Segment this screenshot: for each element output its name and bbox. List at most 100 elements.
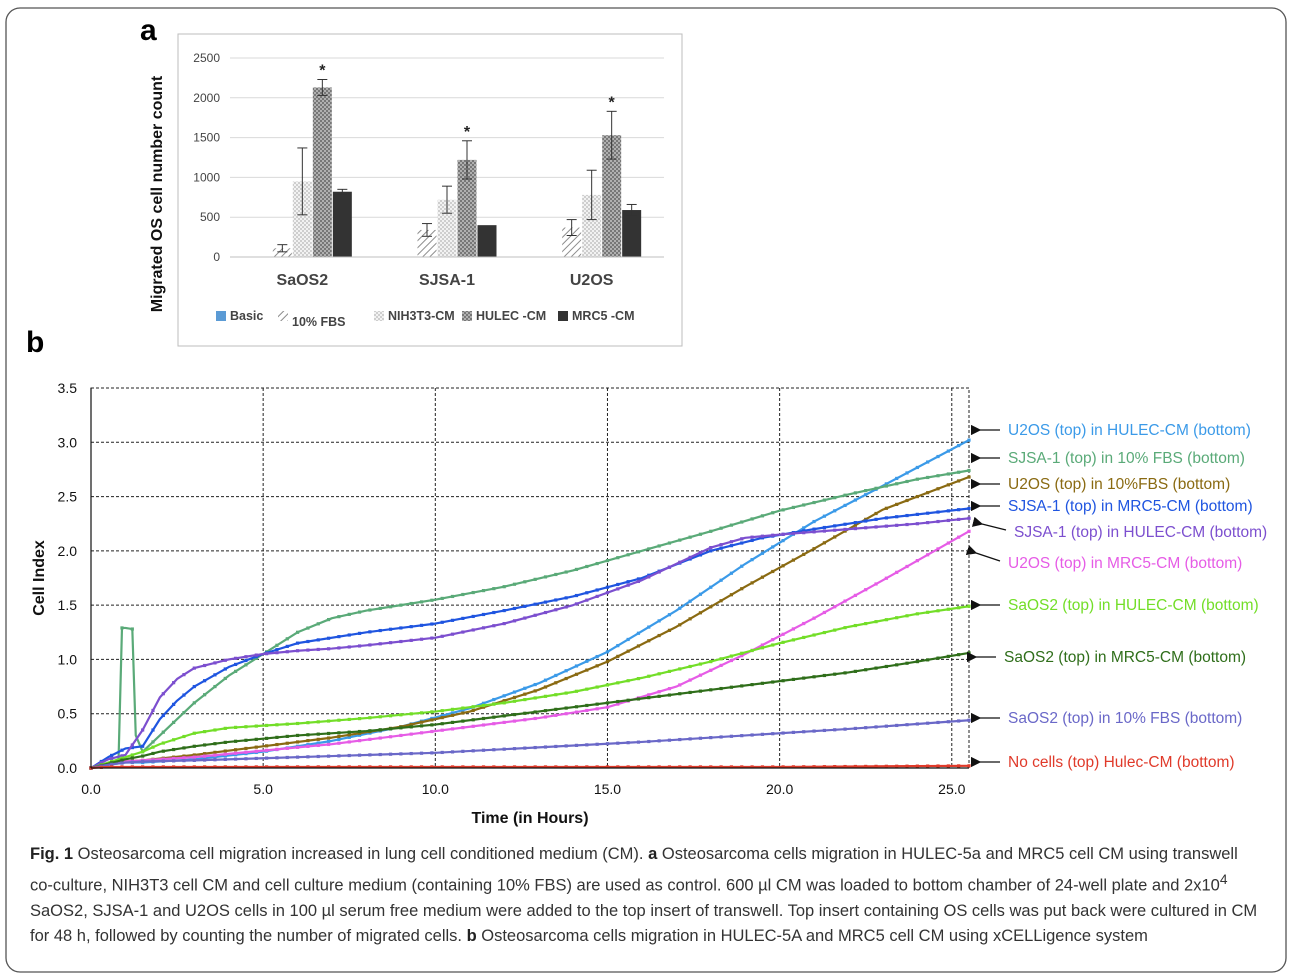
series-marker-sjsa-1-top-in-hulec-cm-bottom — [605, 591, 610, 595]
series-marker-saos2-top-in-hulec-cm-bottom — [667, 669, 672, 673]
series-marker-sjsa-1-top-in-mrc5-cm-bottom — [161, 713, 165, 718]
series-marker-saos2-top-in-10-fbs-bottom — [574, 743, 579, 747]
series-marker-u2os-top-in-hulec-cm-bottom — [781, 538, 785, 543]
series-marker-u2os-top-in-10-fbs-bottom — [864, 517, 868, 521]
series-marker-u2os-top-in-10-fbs-bottom — [203, 752, 207, 756]
series-marker-saos2-top-in-mrc5-cm-bottom — [450, 720, 455, 724]
series-marker-saos2-top-in-hulec-cm-bottom — [585, 687, 589, 691]
bar-hulec-cm-saos2 — [312, 87, 332, 258]
series-marker-sjsa-1-top-in-hulec-cm-bottom — [440, 634, 444, 638]
series-marker-saos2-top-in-10-fbs-bottom — [533, 745, 537, 750]
series-marker-saos2-top-in-10-fbs-bottom — [543, 745, 548, 749]
series-marker-sjsa-1-top-in-hulec-cm-bottom — [409, 638, 413, 642]
caption-text-3: SaOS2, SJSA-1 and U2OS cells in 100 µl s… — [30, 901, 1258, 945]
series-marker-sjsa-1-top-in-10-fbs-bottom — [172, 720, 176, 724]
series-marker-saos2-top-in-mrc5-cm-bottom — [440, 722, 444, 726]
series-marker-saos2-top-in-hulec-cm-bottom — [967, 604, 971, 608]
series-marker-saos2-top-in-hulec-cm-bottom — [430, 710, 434, 714]
series-marker-sjsa-1-top-in-hulec-cm-bottom — [378, 642, 382, 646]
series-marker-sjsa-1-top-in-10-fbs-bottom — [874, 486, 878, 490]
series-marker-u2os-top-in-hulec-cm-bottom — [905, 471, 909, 475]
series-marker-sjsa-1-top-in-mrc5-cm-bottom — [502, 608, 506, 613]
series-marker-saos2-top-in-mrc5-cm-bottom — [812, 675, 816, 679]
series-marker-sjsa-1-top-in-hulec-cm-bottom — [502, 622, 506, 626]
series-marker-sjsa-1-top-in-10-fbs-bottom — [554, 572, 558, 577]
series-marker-sjsa-1-top-in-10-fbs-bottom — [616, 556, 620, 560]
series-marker-sjsa-1-top-in-hulec-cm-bottom — [585, 598, 589, 602]
series-marker-saos2-top-in-mrc5-cm-bottom — [564, 706, 568, 710]
series-marker-u2os-top-in-mrc5-cm-bottom — [471, 724, 475, 728]
series-marker-sjsa-1-top-in-mrc5-cm-bottom — [440, 620, 444, 624]
series-marker-saos2-top-in-hulec-cm-bottom — [492, 702, 496, 706]
series-marker-u2os-top-in-mrc5-cm-bottom — [254, 749, 258, 753]
caption-fig-label: Fig. 1 — [30, 845, 74, 863]
series-marker-u2os-top-in-mrc5-cm-bottom — [502, 720, 506, 724]
series-marker-u2os-top-in-10-fbs-bottom — [636, 644, 641, 648]
series-marker-saos2-top-in-hulec-cm-bottom — [605, 683, 610, 687]
series-marker-saos2-top-in-10-fbs-bottom — [388, 752, 393, 756]
series-marker-u2os-top-in-mrc5-cm-bottom — [729, 658, 734, 663]
series-marker-no-cells-top-hulec-cm-bottom — [492, 765, 496, 769]
significance-marker-saos2: * — [319, 62, 326, 79]
series-marker-u2os-top-in-hulec-cm-bottom — [523, 686, 527, 690]
series-marker-saos2-top-in-10-fbs-bottom — [750, 733, 754, 737]
series-marker-u2os-top-in-hulec-cm-bottom — [337, 737, 341, 742]
series-marker-no-cells-top-hulec-cm-bottom — [234, 765, 238, 769]
series-marker-saos2-top-in-hulec-cm-bottom — [884, 618, 888, 622]
series-marker-u2os-top-in-10-fbs-bottom — [729, 593, 734, 597]
series-marker-saos2-top-in-hulec-cm-bottom — [647, 674, 651, 678]
series-marker-no-cells-top-hulec-cm-bottom — [523, 765, 527, 769]
series-marker-u2os-top-in-mrc5-cm-bottom — [430, 729, 434, 734]
series-marker-saos2-top-in-10-fbs-bottom — [502, 747, 506, 751]
series-marker-sjsa-1-top-in-hulec-cm-bottom — [110, 756, 114, 761]
series-marker-saos2-top-in-hulec-cm-bottom — [698, 662, 703, 666]
series-marker-saos2-top-in-hulec-cm-bottom — [523, 698, 527, 702]
series-marker-u2os-top-in-mrc5-cm-bottom — [595, 707, 599, 711]
series-marker-saos2-top-in-mrc5-cm-bottom — [337, 731, 341, 735]
series-marker-u2os-top-in-10-fbs-bottom — [574, 672, 579, 676]
bar-nih3t3-cm-saos2 — [292, 181, 312, 257]
series-marker-u2os-top-in-10-fbs-bottom — [419, 720, 424, 724]
series-marker-sjsa-1-top-in-hulec-cm-bottom — [99, 761, 103, 765]
series-marker-no-cells-top-hulec-cm-bottom — [636, 765, 641, 769]
series-line-sjsa-1-top-in-10-fbs-bottom — [90, 469, 970, 770]
series-marker-u2os-top-in-10-fbs-bottom — [605, 660, 610, 664]
series-marker-no-cells-top-hulec-cm-bottom — [791, 765, 795, 769]
series-marker-sjsa-1-top-in-mrc5-cm-bottom — [936, 510, 940, 514]
series-marker-u2os-top-in-10-fbs-bottom — [905, 498, 909, 503]
series-marker-no-cells-top-hulec-cm-bottom — [357, 765, 362, 769]
series-markers-sjsa-1-top-in-hulec-cm-bottom — [89, 516, 971, 770]
series-marker-no-cells-top-hulec-cm-bottom — [760, 765, 765, 769]
series-marker-u2os-top-in-mrc5-cm-bottom — [182, 756, 186, 760]
series-marker-u2os-top-in-mrc5-cm-bottom — [564, 712, 568, 716]
series-marker-sjsa-1-top-in-10-fbs-bottom — [915, 477, 919, 481]
series-marker-saos2-top-in-hulec-cm-bottom — [760, 646, 765, 650]
series-marker-sjsa-1-top-in-hulec-cm-bottom — [833, 528, 837, 532]
series-marker-saos2-top-in-hulec-cm-bottom — [895, 616, 899, 620]
series-marker-sjsa-1-top-in-mrc5-cm-bottom — [595, 588, 599, 592]
series-marker-sjsa-1-top-in-mrc5-cm-bottom — [244, 658, 248, 663]
series-marker-u2os-top-in-mrc5-cm-bottom — [161, 757, 165, 761]
x-axis-title: Time (in Hours) — [471, 810, 588, 827]
series-marker-u2os-top-in-mrc5-cm-bottom — [492, 722, 496, 726]
series-marker-sjsa-1-top-in-hulec-cm-bottom — [203, 663, 207, 668]
series-marker-sjsa-1-top-in-mrc5-cm-bottom — [605, 585, 610, 589]
series-marker-u2os-top-in-10-fbs-bottom — [192, 753, 196, 757]
series-marker-saos2-top-in-mrc5-cm-bottom — [306, 733, 310, 737]
bar-hulec-cm-u2os — [602, 135, 622, 257]
series-marker-sjsa-1-top-in-mrc5-cm-bottom — [636, 577, 641, 581]
series-marker-u2os-top-in-10-fbs-bottom — [223, 749, 227, 753]
series-marker-saos2-top-in-mrc5-cm-bottom — [399, 726, 403, 730]
series-marker-no-cells-top-hulec-cm-bottom — [719, 765, 723, 769]
legend-label-no-cells-top-hulec-cm-bottom: No cells (top) Hulec-CM (bottom) — [1008, 754, 1235, 771]
series-marker-sjsa-1-top-in-10-fbs-bottom — [636, 550, 641, 554]
series-marker-saos2-top-in-mrc5-cm-bottom — [657, 694, 661, 698]
series-marker-saos2-top-in-10-fbs-bottom — [729, 734, 734, 738]
series-marker-saos2-top-in-mrc5-cm-bottom — [223, 740, 227, 744]
series-marker-u2os-top-in-10-fbs-bottom — [450, 713, 455, 717]
series-marker-saos2-top-in-10-fbs-bottom — [678, 737, 682, 742]
series-marker-sjsa-1-top-in-10-fbs-bottom — [409, 601, 413, 606]
series-marker-u2os-top-in-mrc5-cm-bottom — [554, 713, 558, 717]
panel-b-letter: b — [26, 326, 45, 359]
